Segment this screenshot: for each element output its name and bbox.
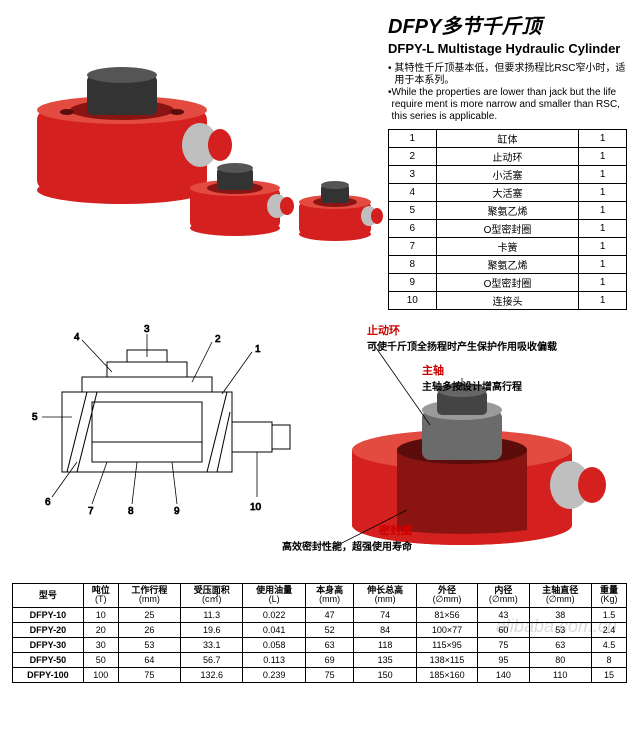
- svg-text:2: 2: [215, 334, 221, 345]
- callout-shaft-head: 主轴: [422, 362, 522, 378]
- parts-row: 9O型密封圈1: [389, 273, 627, 291]
- product-photo-area: [12, 10, 382, 260]
- specs-head: 受压面积(c㎡): [181, 583, 243, 608]
- callout-shaft-text: 主轴多按设计增高行程: [422, 378, 522, 393]
- svg-text:5: 5: [32, 412, 38, 423]
- specs-row: DFPY-20202619.60.0415284100×7760532.4: [13, 623, 627, 638]
- svg-text:1: 1: [255, 344, 261, 355]
- svg-text:3: 3: [144, 324, 150, 335]
- specs-head: 工作行程(mm): [118, 583, 180, 608]
- specs-head: 主轴直径(∅mm): [529, 583, 591, 608]
- specs-row: DFPY-10102511.30.022477481×5643381.5: [13, 608, 627, 623]
- svg-text:9: 9: [174, 506, 180, 517]
- svg-text:4: 4: [74, 332, 80, 343]
- specs-row: DFPY-10010075132.60.23975150185×16014011…: [13, 668, 627, 683]
- callout-seal-head: 密封圈: [379, 525, 412, 537]
- specs-head: 外径(∅mm): [416, 583, 477, 608]
- svg-text:10: 10: [250, 502, 262, 513]
- parts-row: 4大活塞1: [389, 183, 627, 201]
- specs-head: 伸长总高(mm): [354, 583, 416, 608]
- parts-table: 1缸体12止动环13小活塞14大活塞15聚氨乙烯16O型密封圈17卡簧18聚氨乙…: [388, 129, 627, 310]
- parts-row: 7卡簧1: [389, 237, 627, 255]
- title-en: DFPY-L Multistage Hydraulic Cylinder: [388, 41, 627, 57]
- bullet-en: While the properties are lower than jack…: [392, 87, 627, 123]
- specs-row: DFPY-30305333.10.05863118115×9575634.5: [13, 638, 627, 653]
- parts-row: 10连接头1: [389, 291, 627, 309]
- specs-head: 重量(Kg): [591, 583, 626, 608]
- specs-head: 使用油量(L): [243, 583, 305, 608]
- jack-medium-illustration: [187, 150, 297, 240]
- callout-stopring-text: 可使千斤顶全扬程时产生保护作用吸收偏载: [367, 338, 557, 353]
- specs-head: 本身高(mm): [305, 583, 354, 608]
- parts-row: 3小活塞1: [389, 165, 627, 183]
- parts-row: 6O型密封圈1: [389, 219, 627, 237]
- callout-seal-text: 高效密封性能，超强使用寿命: [282, 542, 412, 553]
- bullet-zh: 其特性千斤顶基本低，但要求扬程比RSC窄小时，适用于本系列。: [394, 63, 627, 87]
- specs-table: 型号吨位(T)工作行程(mm)受压面积(c㎡)使用油量(L)本身高(mm)伸长总…: [12, 583, 627, 684]
- svg-text:8: 8: [128, 506, 134, 517]
- parts-row: 2止动环1: [389, 147, 627, 165]
- parts-row: 8聚氨乙烯1: [389, 255, 627, 273]
- svg-text:7: 7: [88, 506, 94, 517]
- cutaway-render: 止动环 可使千斤顶全扬程时产生保护作用吸收偏载 主轴 主轴多按设计增高行程: [312, 322, 627, 565]
- specs-row: DFPY-50506456.70.11369135138×11595808: [13, 653, 627, 668]
- title-zh: DFPY多节千斤顶: [388, 10, 627, 39]
- jack-small-illustration: [297, 170, 387, 245]
- specs-head: 型号: [13, 583, 84, 608]
- specs-head: 内径(∅mm): [478, 583, 529, 608]
- svg-text:6: 6: [45, 497, 51, 508]
- specs-head: 吨位(T): [83, 583, 118, 608]
- parts-row: 1缸体1: [389, 129, 627, 147]
- callout-stopring-head: 止动环: [367, 322, 557, 338]
- parts-row: 5聚氨乙烯1: [389, 201, 627, 219]
